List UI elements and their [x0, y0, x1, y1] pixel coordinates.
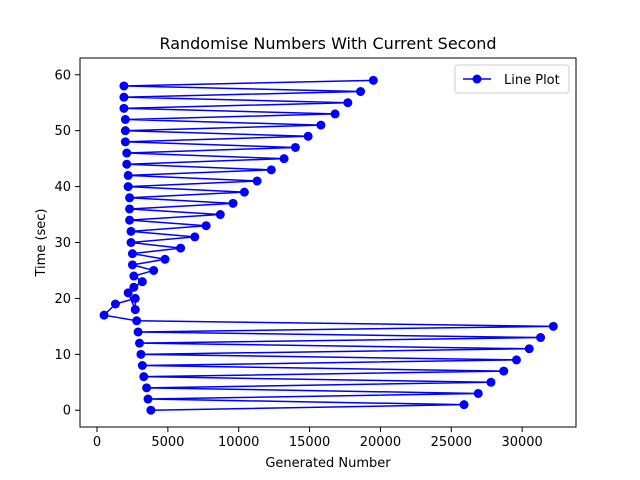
y-tick-label: 10: [54, 348, 71, 363]
data-point: [142, 383, 152, 393]
data-point: [279, 154, 289, 164]
data-point: [130, 305, 140, 315]
data-point: [133, 327, 143, 337]
data-point: [511, 355, 521, 365]
data-point: [137, 277, 147, 287]
y-tick-label: 0: [63, 404, 71, 419]
data-point: [201, 221, 211, 231]
data-point: [473, 388, 483, 398]
legend: Line Plot: [454, 64, 570, 94]
y-axis: 0 10 20 30 40 50 60: [54, 68, 80, 419]
data-point: [123, 170, 133, 180]
data-point: [119, 103, 129, 113]
data-point: [119, 81, 129, 91]
data-point: [239, 187, 249, 197]
data-point: [119, 92, 129, 102]
data-point: [536, 333, 546, 343]
data-point: [136, 349, 146, 359]
data-point: [368, 75, 378, 85]
data-point: [139, 372, 149, 382]
plot-area: [99, 75, 558, 415]
data-point: [228, 198, 238, 208]
data-point: [125, 204, 135, 214]
x-tick-label: 30000: [501, 435, 542, 450]
data-point: [146, 405, 156, 415]
legend-marker: [472, 74, 482, 84]
data-point: [190, 232, 200, 242]
x-tick-label: 15000: [289, 435, 330, 450]
data-point: [110, 299, 120, 309]
x-tick-label: 25000: [431, 435, 472, 450]
data-point: [160, 254, 170, 264]
y-tick-label: 60: [54, 68, 71, 83]
data-point: [132, 316, 142, 326]
data-point: [330, 109, 340, 119]
data-point: [356, 87, 366, 97]
y-tick-label: 40: [54, 180, 71, 195]
series-line: [103, 79, 555, 411]
y-tick-label: 50: [54, 124, 71, 139]
data-point: [486, 377, 496, 387]
data-point: [127, 260, 137, 270]
x-tick-label: 10000: [218, 435, 259, 450]
legend-box: [454, 64, 570, 94]
chart-title: Randomise Numbers With Current Second: [159, 34, 496, 53]
data-point: [120, 115, 130, 124]
x-tick-label: 5000: [151, 435, 184, 450]
data-point: [120, 126, 130, 136]
data-point: [343, 98, 353, 108]
data-point: [120, 137, 130, 147]
data-point: [135, 338, 145, 348]
data-point: [129, 282, 139, 292]
data-point: [143, 394, 153, 404]
data-point: [130, 293, 140, 303]
data-point: [290, 142, 300, 152]
y-tick-label: 30: [54, 236, 71, 251]
data-point: [123, 182, 133, 192]
data-point: [149, 265, 159, 275]
y-tick-label: 20: [54, 292, 71, 307]
x-axis: 0 5000 10000 15000 20000 25000 30000: [93, 427, 543, 450]
y-axis-label: Time (sec): [34, 208, 49, 277]
data-point: [548, 321, 558, 331]
data-point: [127, 249, 137, 259]
data-point: [266, 165, 276, 175]
data-point: [122, 148, 132, 158]
x-tick-label: 0: [93, 435, 101, 450]
data-point: [137, 361, 147, 370]
data-point: [126, 226, 136, 236]
x-axis-label: Generated Number: [265, 456, 391, 471]
legend-label: Line Plot: [504, 73, 560, 88]
x-tick-label: 20000: [360, 435, 401, 450]
data-point: [499, 366, 509, 376]
data-point: [524, 344, 534, 354]
data-point: [126, 238, 136, 247]
data-point: [303, 131, 313, 141]
data-point: [122, 159, 132, 169]
data-point: [316, 120, 326, 130]
data-point: [252, 176, 262, 186]
data-point: [176, 243, 186, 253]
data-point: [129, 271, 139, 281]
data-point: [215, 210, 225, 220]
data-point: [125, 215, 135, 225]
data-point: [125, 193, 135, 203]
data-point: [459, 400, 469, 410]
data-point: [99, 310, 109, 320]
data-point: [123, 288, 133, 298]
